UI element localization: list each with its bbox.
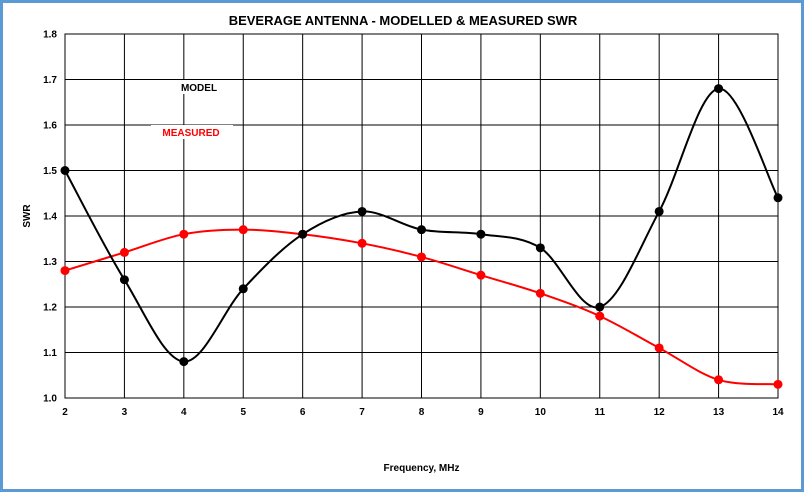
y-tick-label: 1.4 [43,212,57,223]
x-tick-label: 13 [713,407,725,418]
x-tick-label: 9 [478,407,484,418]
y-tick-label: 1.0 [43,394,57,405]
data-point-measured [179,229,189,239]
data-point-model [60,166,70,175]
data-point-model [595,302,605,312]
data-point-measured [357,238,367,248]
data-point-model [238,284,248,294]
series-layer [60,84,783,389]
legend-entry-measured: MEASURED [162,128,219,139]
data-point-measured [60,266,70,276]
x-tick-label: 8 [419,407,425,418]
data-point-measured [417,252,426,262]
y-tick-label: 1.3 [43,257,57,268]
data-point-measured [773,379,783,389]
x-tick-label: 2 [62,407,68,418]
legend-background-model [173,80,225,94]
x-tick-label: 5 [240,407,246,418]
y-tick-label: 1.8 [43,30,57,41]
x-tick-label: 7 [359,407,365,418]
y-tick-label: 1.5 [43,166,57,177]
data-point-model [714,84,724,94]
x-tick-label: 3 [122,407,128,418]
data-point-measured [238,225,248,235]
legend-background-measured [151,125,233,139]
x-tick-label: 14 [772,407,784,418]
data-point-model [773,193,783,203]
x-tick-label: 6 [300,407,306,418]
plot-area [64,33,779,399]
grid [64,33,779,399]
x-tick-label: 11 [594,407,605,418]
data-point-model [119,275,129,285]
y-tick-label: 1.2 [43,303,57,314]
x-tick-label: 12 [654,407,666,418]
data-point-measured [535,288,545,298]
data-point-model [298,229,308,239]
data-point-model [476,229,486,239]
y-tick-label: 1.1 [43,348,57,359]
y-tick-label: 1.7 [43,75,57,86]
data-point-model [535,243,545,253]
y-tick-labels: 1.0 1.1 1.2 1.3 1.4 1.5 1.6 1.7 1.8 [43,30,57,405]
data-point-measured [714,375,724,385]
legend-entry-model: MODEL [181,83,217,94]
data-point-measured [119,247,129,257]
chart-frame: BEVERAGE ANTENNA - MODELLED & MEASURED S… [3,3,801,489]
x-axis-label: Frequency, MHz [384,463,460,474]
data-point-measured [476,270,486,280]
swr-chart: BEVERAGE ANTENNA - MODELLED & MEASURED S… [22,13,784,474]
x-tick-label: 4 [181,407,187,418]
chart-title: BEVERAGE ANTENNA - MODELLED & MEASURED S… [229,13,578,28]
data-point-model [654,206,664,216]
y-tick-label: 1.6 [43,121,57,132]
data-point-measured [595,311,605,321]
data-point-model [417,225,426,235]
data-point-measured [654,343,664,353]
y-axis-label: SWR [22,204,33,228]
x-tick-labels: 2 3 4 5 6 7 8 9 10 11 12 13 14 [62,407,784,418]
legend: MODEL MEASURED [151,80,233,139]
data-point-model [357,206,367,216]
x-tick-label: 10 [535,407,547,418]
data-point-model [179,357,189,367]
